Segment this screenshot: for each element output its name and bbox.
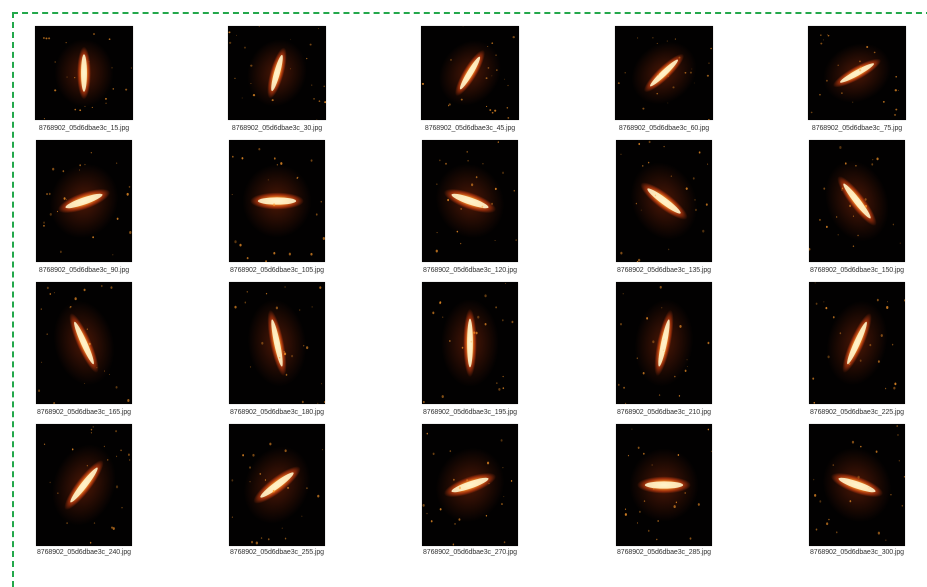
image-thumbnail[interactable] bbox=[36, 424, 132, 546]
file-item[interactable]: 8768902_05d6dbae3c_195.jpg bbox=[410, 282, 530, 422]
galaxy-image bbox=[35, 26, 133, 120]
image-thumbnail[interactable] bbox=[809, 282, 905, 404]
file-name-label: 8768902_05d6dbae3c_270.jpg bbox=[410, 548, 530, 557]
galaxy-image bbox=[616, 424, 712, 546]
galaxy-image bbox=[809, 140, 905, 262]
galaxy-image bbox=[616, 282, 712, 404]
image-thumbnail[interactable] bbox=[615, 26, 713, 120]
image-thumbnail[interactable] bbox=[422, 140, 518, 262]
file-name-label: 8768902_05d6dbae3c_240.jpg bbox=[24, 548, 144, 557]
file-name-label: 8768902_05d6dbae3c_165.jpg bbox=[24, 408, 144, 417]
image-thumbnail[interactable] bbox=[809, 424, 905, 546]
image-thumbnail[interactable] bbox=[36, 140, 132, 262]
file-name-label: 8768902_05d6dbae3c_150.jpg bbox=[797, 266, 917, 275]
galaxy-image bbox=[228, 26, 326, 120]
image-thumbnail[interactable] bbox=[809, 140, 905, 262]
galaxy-image bbox=[36, 424, 132, 546]
file-name-label: 8768902_05d6dbae3c_75.jpg bbox=[797, 124, 917, 133]
file-item[interactable]: 8768902_05d6dbae3c_120.jpg bbox=[410, 140, 530, 280]
galaxy-image bbox=[422, 424, 518, 546]
file-name-label: 8768902_05d6dbae3c_210.jpg bbox=[604, 408, 724, 417]
image-thumbnail[interactable] bbox=[616, 424, 712, 546]
galaxy-image bbox=[808, 26, 906, 120]
galaxy-image bbox=[36, 140, 132, 262]
file-name-label: 8768902_05d6dbae3c_60.jpg bbox=[604, 124, 724, 133]
file-item[interactable]: 8768902_05d6dbae3c_180.jpg bbox=[217, 282, 337, 422]
image-thumbnail[interactable] bbox=[35, 26, 133, 120]
image-thumbnail[interactable] bbox=[229, 140, 325, 262]
galaxy-image bbox=[422, 282, 518, 404]
galaxy-image bbox=[615, 26, 713, 120]
file-item[interactable]: 8768902_05d6dbae3c_90.jpg bbox=[24, 140, 144, 280]
file-name-label: 8768902_05d6dbae3c_195.jpg bbox=[410, 408, 530, 417]
file-name-label: 8768902_05d6dbae3c_15.jpg bbox=[24, 124, 144, 133]
galaxy-image bbox=[421, 26, 519, 120]
image-thumbnail[interactable] bbox=[421, 26, 519, 120]
galaxy-image bbox=[422, 140, 518, 262]
image-thumbnail[interactable] bbox=[36, 282, 132, 404]
image-thumbnail[interactable] bbox=[422, 424, 518, 546]
galaxy-image bbox=[36, 282, 132, 404]
file-name-label: 8768902_05d6dbae3c_180.jpg bbox=[217, 408, 337, 417]
image-thumbnail[interactable] bbox=[229, 424, 325, 546]
image-thumbnail[interactable] bbox=[228, 26, 326, 120]
file-item[interactable]: 8768902_05d6dbae3c_270.jpg bbox=[410, 424, 530, 564]
file-item[interactable]: 8768902_05d6dbae3c_225.jpg bbox=[797, 282, 917, 422]
file-item[interactable]: 8768902_05d6dbae3c_165.jpg bbox=[24, 282, 144, 422]
galaxy-image bbox=[809, 282, 905, 404]
file-name-label: 8768902_05d6dbae3c_135.jpg bbox=[604, 266, 724, 275]
file-item[interactable]: 8768902_05d6dbae3c_240.jpg bbox=[24, 424, 144, 564]
image-thumbnail[interactable] bbox=[616, 140, 712, 262]
file-name-label: 8768902_05d6dbae3c_105.jpg bbox=[217, 266, 337, 275]
file-name-label: 8768902_05d6dbae3c_30.jpg bbox=[217, 124, 337, 133]
file-name-label: 8768902_05d6dbae3c_90.jpg bbox=[24, 266, 144, 275]
galaxy-image bbox=[616, 140, 712, 262]
galaxy-image bbox=[809, 424, 905, 546]
file-name-label: 8768902_05d6dbae3c_255.jpg bbox=[217, 548, 337, 557]
file-name-label: 8768902_05d6dbae3c_300.jpg bbox=[797, 548, 917, 557]
file-item[interactable]: 8768902_05d6dbae3c_105.jpg bbox=[217, 140, 337, 280]
file-name-label: 8768902_05d6dbae3c_285.jpg bbox=[604, 548, 724, 557]
file-thumbnail-grid: 8768902_05d6dbae3c_15.jpg 8768902_05d6dba… bbox=[24, 26, 924, 566]
galaxy-image bbox=[229, 140, 325, 262]
file-name-label: 8768902_05d6dbae3c_120.jpg bbox=[410, 266, 530, 275]
galaxy-image bbox=[229, 282, 325, 404]
image-thumbnail[interactable] bbox=[229, 282, 325, 404]
galaxy-image bbox=[229, 424, 325, 546]
file-name-label: 8768902_05d6dbae3c_45.jpg bbox=[410, 124, 530, 133]
image-thumbnail[interactable] bbox=[616, 282, 712, 404]
file-item[interactable]: 8768902_05d6dbae3c_210.jpg bbox=[604, 282, 724, 422]
file-item[interactable]: 8768902_05d6dbae3c_150.jpg bbox=[797, 140, 917, 280]
file-item[interactable]: 8768902_05d6dbae3c_300.jpg bbox=[797, 424, 917, 564]
image-thumbnail[interactable] bbox=[422, 282, 518, 404]
file-item[interactable]: 8768902_05d6dbae3c_135.jpg bbox=[604, 140, 724, 280]
image-thumbnail[interactable] bbox=[808, 26, 906, 120]
file-item[interactable]: 8768902_05d6dbae3c_285.jpg bbox=[604, 424, 724, 564]
file-name-label: 8768902_05d6dbae3c_225.jpg bbox=[797, 408, 917, 417]
file-item[interactable]: 8768902_05d6dbae3c_255.jpg bbox=[217, 424, 337, 564]
